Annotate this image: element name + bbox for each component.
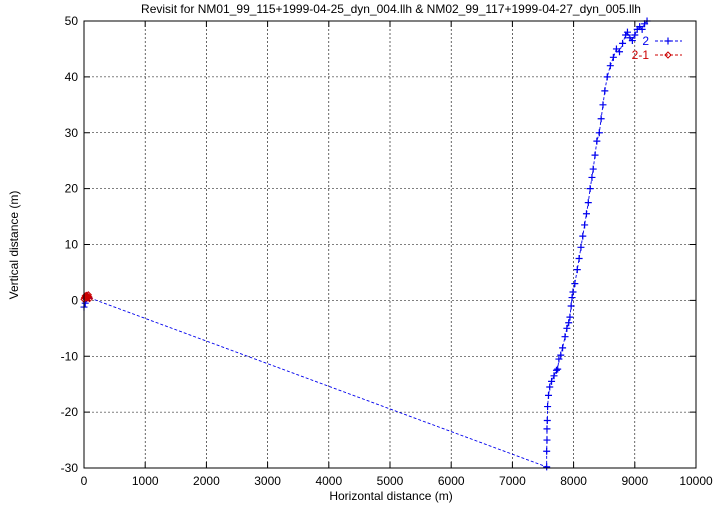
y-axis-label: Vertical distance (m): [7, 191, 21, 300]
data-point: [571, 280, 579, 288]
data-point: [593, 137, 601, 145]
series-0: [80, 17, 651, 471]
x-tick-label: 10000: [679, 474, 713, 488]
y-tick-label: 10: [65, 238, 79, 252]
data-point: [555, 355, 563, 363]
y-tick-label: -10: [61, 349, 79, 363]
data-point: [545, 391, 553, 399]
data-point: [85, 293, 93, 301]
x-tick-label: 4000: [315, 474, 342, 488]
legend-marker: [664, 51, 672, 59]
x-tick-label: 5000: [377, 474, 404, 488]
y-tick-label: 50: [65, 14, 79, 28]
data-point: [588, 173, 596, 181]
data-point: [599, 101, 607, 109]
x-tick-label: 9000: [621, 474, 648, 488]
data-point: [623, 28, 631, 36]
data-point: [561, 333, 569, 341]
x-tick-label: 6000: [438, 474, 465, 488]
x-tick-label: 0: [81, 474, 88, 488]
data-point: [554, 365, 562, 373]
y-tick-label: 30: [65, 126, 79, 140]
data-point: [565, 319, 573, 327]
data-point: [543, 436, 551, 444]
y-tick-label: 40: [65, 70, 79, 84]
legend-label: 2: [642, 34, 649, 48]
data-point: [603, 73, 611, 81]
axis-ticks: 0 1000 2000 3000 4000 5000 6000 7000 8000 9000 100…: [61, 14, 713, 488]
x-tick-label: 7000: [499, 474, 526, 488]
data-point: [563, 324, 571, 332]
data-point: [567, 302, 575, 310]
data-point: [595, 129, 603, 137]
data-point: [606, 62, 614, 70]
data-point: [628, 37, 636, 45]
data-point: [591, 151, 599, 159]
data-point: [631, 31, 639, 39]
data-point: [579, 232, 587, 240]
series-line: [83, 20, 648, 468]
y-tick-label: -30: [61, 461, 79, 475]
data-point: [84, 291, 92, 299]
data-point: [584, 199, 592, 207]
data-point: [577, 243, 585, 251]
data-point: [609, 53, 617, 61]
chart-title: Revisit for NM01_99_115+1999-04-25_dyn_0…: [141, 2, 641, 16]
series-1: [80, 291, 94, 303]
data-point: [552, 366, 560, 374]
plot-frame: [83, 20, 697, 469]
data-point: [85, 294, 94, 303]
x-axis-label: Horizontal distance (m): [329, 489, 452, 503]
data-point: [544, 403, 552, 411]
data-point: [568, 294, 576, 302]
data-point: [581, 221, 589, 229]
data-point: [586, 185, 594, 193]
y-tick-label: 0: [71, 293, 78, 307]
x-tick-label: 3000: [254, 474, 281, 488]
data-point: [566, 313, 574, 321]
data-point: [550, 372, 558, 380]
data-point: [616, 48, 623, 56]
grid: [84, 21, 696, 468]
plot-area: [80, 17, 651, 471]
x-tick-label: 1000: [132, 474, 159, 488]
data-point: [569, 288, 577, 296]
legend-label: 2-1: [632, 48, 650, 62]
legend-marker: [664, 37, 672, 45]
legend: 22-1: [632, 34, 682, 62]
data-point: [546, 383, 554, 391]
data-point: [543, 447, 551, 455]
data-point: [543, 425, 551, 433]
data-point: [557, 351, 565, 359]
x-tick-label: 2000: [193, 474, 220, 488]
y-tick-label: 20: [65, 182, 79, 196]
data-point: [573, 266, 581, 274]
data-point: [559, 344, 567, 352]
data-point: [543, 463, 551, 471]
y-tick-label: -20: [61, 405, 79, 419]
data-point: [582, 210, 590, 218]
data-point: [638, 25, 646, 33]
data-point: [601, 87, 609, 95]
data-point: [597, 115, 605, 123]
data-point: [543, 417, 551, 425]
data-point: [589, 165, 597, 173]
x-tick-label: 8000: [560, 474, 587, 488]
data-point: [619, 39, 627, 47]
data-point: [548, 377, 556, 385]
data-point: [575, 254, 583, 262]
